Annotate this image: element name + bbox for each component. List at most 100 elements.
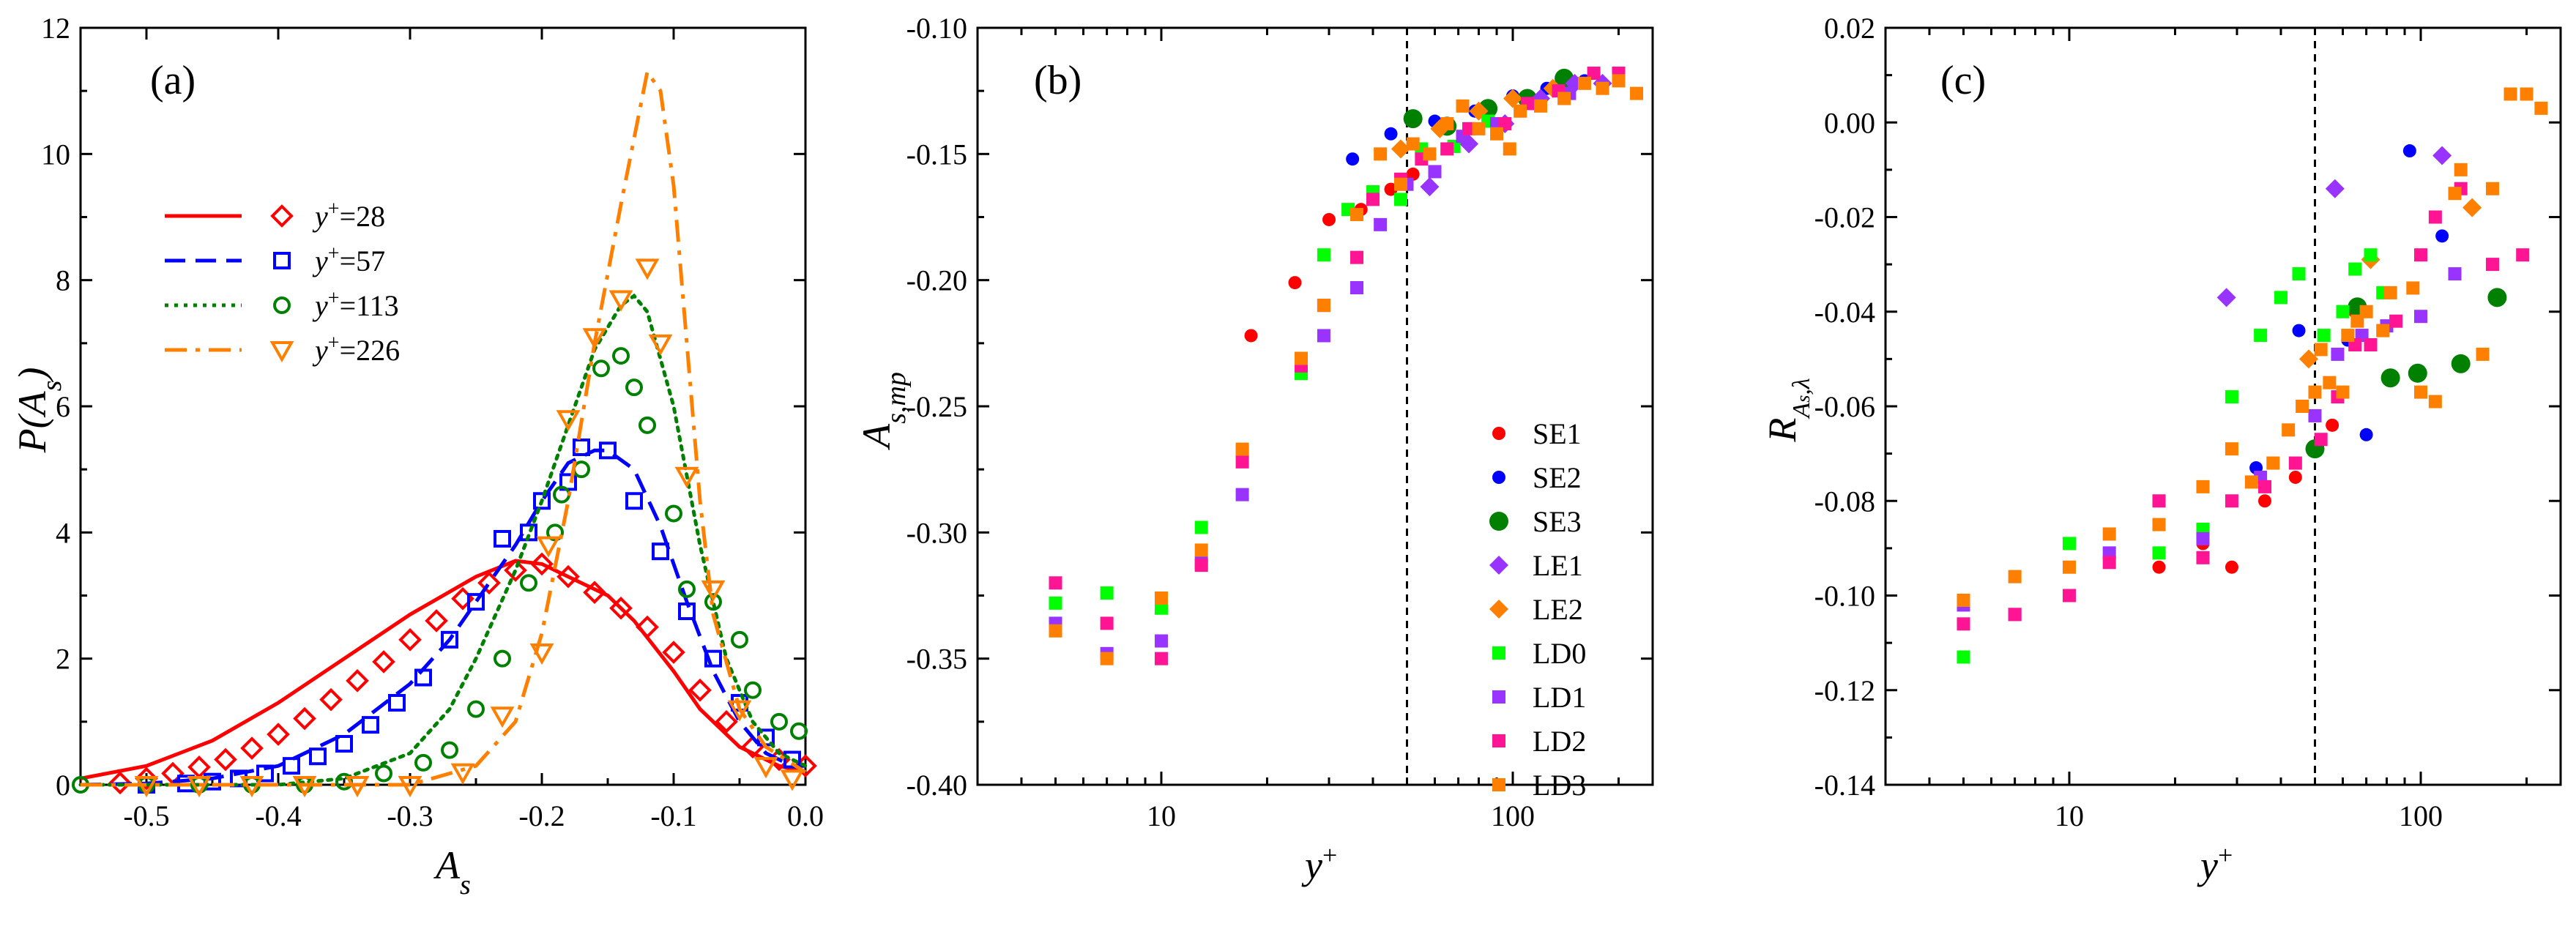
pdf-marker bbox=[187, 776, 212, 798]
panel-a-xtick-label: -0.1 bbox=[650, 799, 696, 832]
ytick-label: -0.08 bbox=[1814, 485, 1875, 518]
pdf-marker bbox=[467, 700, 485, 718]
data-point bbox=[2325, 179, 2345, 198]
data-point bbox=[1100, 616, 1114, 630]
pdf-marker bbox=[362, 716, 379, 734]
pdf-marker bbox=[688, 678, 712, 702]
panel-a-ytick-label: 4 bbox=[56, 516, 70, 549]
legend-label: y+=226 bbox=[312, 332, 400, 368]
data-point bbox=[2062, 589, 2076, 602]
data-point bbox=[2196, 480, 2210, 493]
data-point bbox=[2292, 267, 2306, 281]
data-point bbox=[2336, 305, 2350, 318]
data-point bbox=[1350, 250, 1364, 264]
pdf-marker bbox=[398, 776, 422, 798]
legend-label: LD0 bbox=[1533, 637, 1586, 670]
pdf-marker bbox=[529, 643, 554, 665]
data-point bbox=[2428, 395, 2442, 408]
pdf-marker bbox=[625, 492, 643, 510]
legend-label: y+=57 bbox=[312, 242, 385, 278]
data-point bbox=[2254, 329, 2268, 343]
legend-marker bbox=[1492, 690, 1505, 704]
data-point bbox=[2062, 560, 2076, 574]
pdf-marker bbox=[678, 580, 696, 598]
data-point bbox=[2364, 248, 2378, 262]
panel-a-xtick-label: -0.3 bbox=[387, 799, 433, 832]
data-point bbox=[2413, 248, 2427, 262]
pdf-marker bbox=[599, 441, 617, 460]
data-point bbox=[1630, 86, 1644, 100]
data-point bbox=[2359, 428, 2373, 441]
panel-a-xtick-label: -0.5 bbox=[123, 799, 169, 832]
panel-c-axes: 10 100 0.02 0.00 -0.02 -0.04 -0.06 -0.08 -0.10 -0… bbox=[1814, 12, 2561, 832]
pdf-marker bbox=[704, 593, 722, 611]
data-point bbox=[2348, 262, 2362, 276]
panel-b-label: (b) bbox=[1034, 58, 1082, 103]
pdf-curve bbox=[78, 293, 808, 787]
panel-b-axes: 10 100 -0.10 -0.15 -0.20 -0.25 -0.30 -0.35 -0.40 bbox=[907, 12, 1653, 832]
pdf-marker bbox=[665, 504, 682, 523]
data-point bbox=[1514, 104, 1527, 118]
legend-marker bbox=[270, 204, 294, 228]
panel-a-label: (a) bbox=[150, 58, 196, 103]
xtick-label: 100 bbox=[2399, 799, 2443, 832]
ytick-label: -0.04 bbox=[1814, 296, 1875, 329]
panel-b-legend: SE1 SE2 SE3 LE1 LE2 LD0 LD1 LD2 LD3 bbox=[1489, 417, 1586, 802]
pdf-marker bbox=[573, 439, 590, 457]
data-point bbox=[1366, 193, 1380, 206]
legend-label: SE2 bbox=[1533, 461, 1582, 494]
panel-a-frame bbox=[79, 26, 807, 786]
data-point bbox=[2432, 146, 2452, 165]
panel-a-ytick-label: 2 bbox=[56, 643, 70, 676]
ytick-label: -0.06 bbox=[1814, 390, 1875, 423]
ytick-label: -0.25 bbox=[907, 390, 967, 423]
legend-label: LE1 bbox=[1533, 549, 1583, 582]
data-point bbox=[1317, 329, 1330, 343]
pdf-marker bbox=[388, 693, 406, 712]
data-point bbox=[2408, 363, 2427, 383]
pdf-marker bbox=[292, 776, 317, 798]
pdf-marker bbox=[346, 668, 369, 693]
xtick-label: 10 bbox=[2055, 799, 2084, 832]
pdf-marker bbox=[494, 529, 511, 548]
pdf-marker bbox=[583, 581, 606, 605]
legend-label: LD2 bbox=[1533, 725, 1586, 758]
data-point bbox=[2314, 343, 2328, 357]
data-point bbox=[2225, 494, 2238, 508]
data-point bbox=[1472, 122, 1486, 135]
data-point bbox=[2448, 187, 2462, 201]
legend-label: LD1 bbox=[1533, 681, 1586, 714]
pdf-marker bbox=[783, 750, 801, 769]
data-point bbox=[1049, 576, 1062, 590]
data-point bbox=[1490, 127, 1504, 141]
pdf-marker bbox=[256, 764, 274, 783]
data-point bbox=[1440, 142, 1454, 156]
xtick-label: 10 bbox=[1147, 799, 1176, 832]
data-point bbox=[2364, 337, 2378, 351]
data-point bbox=[1440, 116, 1454, 130]
panel-a-ytick-label: 8 bbox=[56, 264, 70, 297]
legend-label: LE2 bbox=[1533, 593, 1583, 626]
data-point bbox=[2448, 267, 2462, 281]
data-point bbox=[1384, 127, 1398, 141]
data-point bbox=[2258, 494, 2272, 508]
data-point bbox=[2376, 324, 2390, 337]
data-point bbox=[1346, 152, 1360, 166]
data-point bbox=[1577, 76, 1591, 90]
legend-marker bbox=[1492, 471, 1505, 484]
data-point bbox=[1403, 109, 1423, 129]
panel-b-ylabel: As,mp bbox=[855, 372, 912, 450]
ytick-label: 0.00 bbox=[1824, 106, 1875, 139]
data-point bbox=[2225, 560, 2238, 574]
data-point bbox=[2288, 470, 2302, 484]
data-point bbox=[1322, 212, 1336, 226]
pdf-marker bbox=[335, 734, 353, 753]
pdf-marker bbox=[731, 630, 748, 649]
data-point bbox=[1317, 299, 1330, 313]
data-point bbox=[1428, 165, 1442, 179]
data-point bbox=[2326, 418, 2339, 432]
pdf-marker bbox=[267, 723, 290, 746]
data-point bbox=[2383, 286, 2397, 299]
pdf-marker bbox=[536, 536, 561, 558]
